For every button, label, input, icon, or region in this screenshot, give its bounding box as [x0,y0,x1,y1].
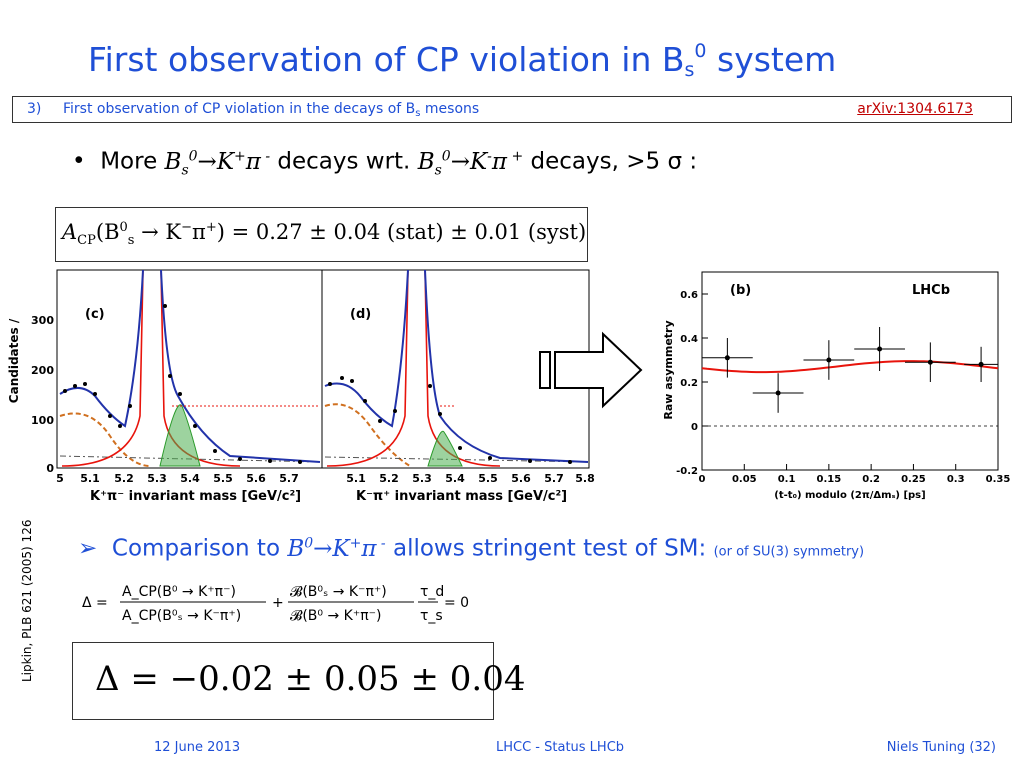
svg-text:A_CP(B⁰ → K⁺π⁻): A_CP(B⁰ → K⁺π⁻) [122,584,236,600]
section-header-bar: 3) First observation of CP violation in … [12,96,1012,123]
asym-point-3 [854,327,905,371]
asym-point-5 [964,346,998,382]
asym-ytick-4: 0.6 [680,290,698,301]
asym-title: (b) [730,283,751,298]
svg-text:τ_s: τ_s [420,608,443,624]
svg-text:5.2: 5.2 [379,472,399,485]
asym-xtick-0: 0 [699,474,706,485]
acp-formula: ACP(B0s → K−π+) = 0.27 ± 0.04 (stat) ± 0… [62,220,587,249]
asym-point-2 [803,340,855,380]
xticks-d: 5.1 5.2 5.3 5.4 5.5 5.6 5.7 5.8 [346,472,595,485]
mass-yticks: 300 200 100 0 [31,314,54,475]
lipkin-reference: Lipkin, PLB 621 (2005) 126 [20,519,34,682]
acp-formula-box: ACP(B0s → K−π+) = 0.27 ± 0.04 (stat) ± 0… [55,207,588,262]
footer-date: 12 June 2013 [154,740,241,755]
svg-text:τ_d: τ_d [420,584,444,600]
panel-d-label: (d) [350,307,371,322]
asym-ytick-1: 0 [691,422,698,433]
arxiv-link[interactable]: arXiv:1304.6173 [857,101,973,117]
svg-text:+: + [272,595,284,611]
asym-point-4 [904,342,956,382]
asym-xtick-4: 0.2 [862,474,880,485]
lhcb-label: LHCb [912,283,950,298]
svg-text:5.1: 5.1 [80,472,100,485]
bullet-more-decays: • More Bs0→K+π - decays wrt. Bs0→K-π + d… [72,148,698,179]
asym-point-1 [752,373,804,413]
svg-text:5: 5 [56,472,64,485]
asym-marker-3 [877,346,883,352]
svg-text:5.2: 5.2 [114,472,134,485]
xlabel-c: K⁺π⁻ invariant mass [GeV/c²] [90,489,301,504]
svg-text:𝓑(B⁰ₛ → K⁻π⁺): 𝓑(B⁰ₛ → K⁻π⁺) [290,584,387,600]
delta-equation: Δ = A_CP(B⁰ → K⁺π⁻) A_CP(B⁰ₛ → K⁻π⁺) + 𝓑… [82,584,469,624]
svg-text:5.4: 5.4 [445,472,465,485]
asym-marker-4 [927,359,933,365]
fit-curve [701,360,999,374]
asym-xtick-2: 0.1 [778,474,796,485]
svg-text:5.1: 5.1 [346,472,366,485]
asym-ylabel: Raw asymmetry [662,320,675,419]
svg-text:𝓑(B⁰ → K⁺π⁻): 𝓑(B⁰ → K⁺π⁻) [290,608,382,624]
xlabel-d: K⁻π⁺ invariant mass [GeV/c²] [356,489,567,504]
svg-text:5.7: 5.7 [544,472,564,485]
svg-text:5.3: 5.3 [147,472,167,485]
svg-text:5.6: 5.6 [511,472,531,485]
svg-text:5.7: 5.7 [279,472,299,485]
section-title: First observation of CP violation in the… [63,101,480,119]
asym-xtick-7: 0.35 [986,474,1010,485]
bs-signal-d [427,430,463,467]
asym-marker-5 [978,361,984,367]
footer-page: Niels Tuning (32) [886,740,996,755]
svg-text:= 0: = 0 [444,595,469,611]
asym-ytick-2: 0.2 [680,378,698,389]
asym-xlabel: (t-t₀) modulo (2π/Δmₛ) [ps] [774,490,925,501]
right-arrow [539,331,643,409]
svg-text:5.8: 5.8 [575,472,595,485]
ytick-100: 100 [31,414,54,427]
slide-title: First observation of CP violation in Bs0… [88,40,837,81]
svg-text:Δ =: Δ = [82,595,108,611]
bkg-curve-c [59,412,151,467]
panel-c-label: (c) [85,307,105,322]
ytick-0: 0 [46,462,54,475]
svg-text:5.4: 5.4 [180,472,200,485]
asym-ytick-3: 0.4 [680,334,698,345]
asym-xtick-1: 0.05 [732,474,757,485]
asym-marker-1 [775,390,781,396]
asym-xtick-6: 0.3 [947,474,965,485]
asym-frame [701,271,999,471]
footer-center: LHCC - Status LHCb [496,740,625,755]
mass-plots: Candidates / 300 200 100 0 (c) (d) 5 5.1… [7,269,595,504]
delta-result-box: Δ = −0.02 ± 0.05 ± 0.04 [72,642,525,720]
asym-xtick-5: 0.25 [901,474,926,485]
svg-text:5.5: 5.5 [478,472,498,485]
asym-marker-2 [826,357,832,363]
asym-point-0 [702,338,753,378]
svg-text:5.3: 5.3 [412,472,432,485]
total-fit-c [59,269,321,463]
asym-marker-0 [724,355,730,361]
svg-text:A_CP(B⁰ₛ → K⁻π⁺): A_CP(B⁰ₛ → K⁻π⁺) [122,608,241,624]
comparison-line: ➢ Comparison to B0→K+π - allows stringen… [78,535,865,562]
asym-xtick-3: 0.15 [817,474,842,485]
mass-plot-ylabel: Candidates / [7,318,21,403]
svg-text:5.6: 5.6 [246,472,266,485]
mass-data-points [63,304,572,464]
xticks-c: 5 5.1 5.2 5.3 5.4 5.5 5.6 5.7 [56,472,299,485]
svg-text:5.5: 5.5 [213,472,233,485]
delta-result: Δ = −0.02 ± 0.05 ± 0.04 [95,659,526,699]
ytick-200: 200 [31,364,54,377]
section-number: 3) [27,101,42,117]
asym-ytick-0: -0.2 [676,466,698,477]
ytick-300: 300 [31,314,54,327]
